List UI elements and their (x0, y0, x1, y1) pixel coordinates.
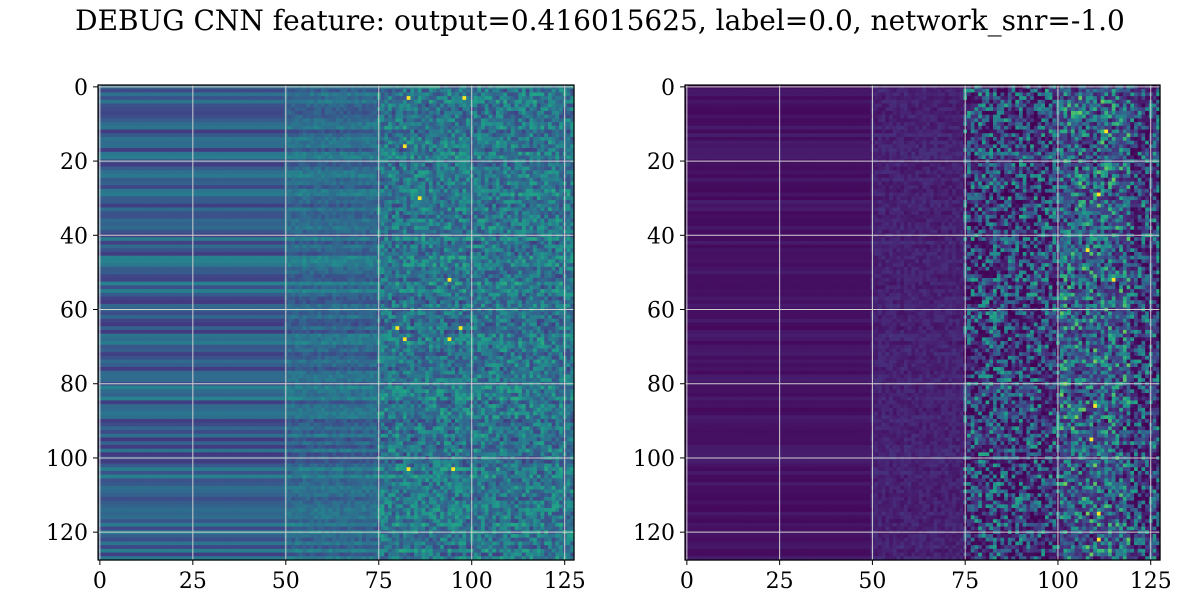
axes-frame (97, 84, 575, 561)
heatmap-cells (685, 85, 1161, 561)
y-tick-label: 80 (647, 373, 675, 398)
x-tick-label: 125 (1130, 569, 1172, 594)
x-tick-label: 125 (544, 569, 586, 594)
x-tick-label: 75 (365, 569, 393, 594)
grid-lines (685, 85, 1160, 560)
y-tick-label: 100 (46, 447, 88, 472)
heatmap-panel-left: 0 25 50 75 100 125 0 20 40 60 80 100 120 (46, 76, 586, 594)
x-tick-label: 25 (766, 569, 794, 594)
x-tick-label: 75 (951, 569, 979, 594)
x-tick-label: 50 (858, 569, 886, 594)
grid-lines (98, 85, 574, 560)
y-tick-label: 60 (60, 299, 88, 324)
y-tick-label: 80 (60, 373, 88, 398)
x-tick-label: 50 (272, 569, 300, 594)
y-tick-label: 120 (46, 521, 88, 546)
x-tick-label: 25 (179, 569, 207, 594)
x-tick-label: 100 (1037, 569, 1079, 594)
y-tick-label: 100 (633, 447, 675, 472)
y-tick-label: 40 (647, 224, 675, 249)
y-tick-label: 60 (647, 299, 675, 324)
x-tick-label: 0 (680, 569, 694, 594)
x-tick-label: 100 (451, 569, 493, 594)
y-tick-label: 20 (60, 150, 88, 175)
figure-title: DEBUG CNN feature: output=0.416015625, l… (0, 4, 1200, 37)
x-tick-label: 0 (93, 569, 107, 594)
y-tick-label: 40 (60, 224, 88, 249)
axes-frame (684, 84, 1161, 561)
y-tick-label: 0 (74, 76, 88, 101)
y-tick-label: 20 (647, 150, 675, 175)
y-tick-label: 0 (661, 76, 675, 101)
heatmap-cells (98, 85, 575, 561)
y-tick-label: 120 (633, 521, 675, 546)
heatmap-panel-right: 0 25 50 75 100 125 0 20 40 60 80 100 120 (633, 76, 1172, 594)
